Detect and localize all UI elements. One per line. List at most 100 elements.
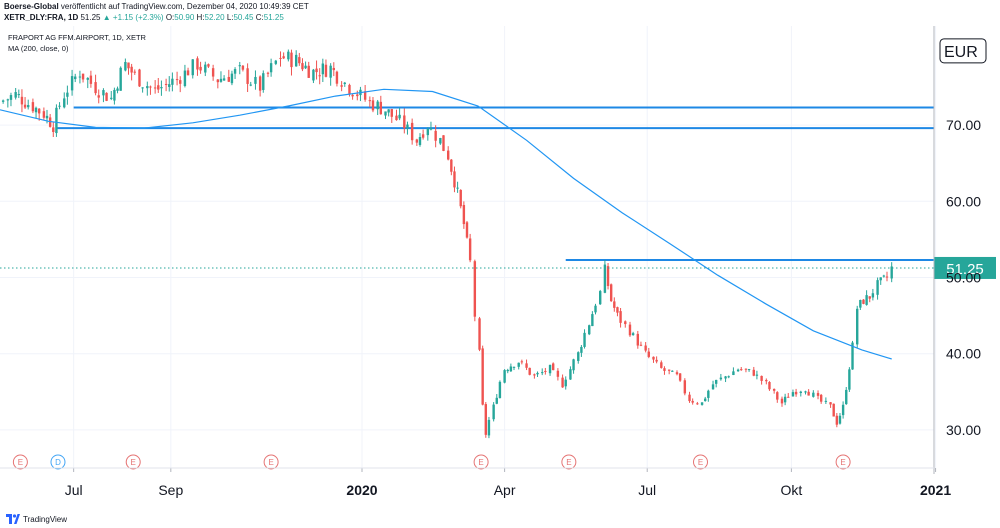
legend-indicator: MA (200, close, 0) (8, 44, 69, 53)
candle-body (138, 69, 141, 87)
candle-body (241, 65, 245, 70)
candle-body (663, 368, 666, 371)
candle-body (456, 187, 459, 189)
candle-body (736, 369, 740, 372)
candle-body (667, 369, 671, 371)
candle-body (127, 62, 130, 69)
candle-body (376, 101, 379, 110)
candle-body (14, 92, 17, 98)
candle-body (556, 370, 560, 377)
candle-body (171, 78, 174, 85)
axes: 70.00 60.00 50.00 40.00 30.00 Jul Sep 2020 Apr Ju… (0, 26, 987, 498)
candle-body (675, 372, 679, 375)
candle-body (588, 325, 591, 335)
candle-body (787, 396, 790, 398)
candle-body (624, 321, 627, 325)
candle-body (429, 128, 433, 130)
candle-body (301, 63, 304, 70)
candle-body (776, 392, 779, 400)
candle-body (862, 299, 865, 304)
change-text: +1.15 (+2.3%) (112, 13, 164, 22)
candle-body (186, 70, 190, 76)
candle-body (1, 100, 5, 102)
candle-body (175, 79, 179, 81)
candle-body (446, 150, 450, 160)
candle-body (266, 72, 270, 74)
candle-body (606, 266, 610, 286)
last-price-text: 51.25 (80, 13, 101, 22)
candle-body (652, 356, 655, 360)
candle-body (116, 88, 119, 91)
candle-body (683, 380, 687, 394)
candle-body (791, 392, 795, 397)
candle-body (42, 111, 46, 118)
candle-body (603, 264, 607, 293)
candle-body (230, 73, 234, 84)
horizontal-lines (56, 106, 934, 261)
candle-body (639, 344, 643, 346)
candle-body (498, 381, 502, 398)
candle-body (536, 372, 539, 375)
candle-body (23, 104, 27, 108)
candle-body (631, 333, 635, 336)
candle-body (768, 382, 771, 390)
candle-body (287, 51, 290, 60)
candle-body (619, 311, 622, 323)
candle-body (403, 115, 406, 129)
event-marker (12, 454, 28, 470)
candle-body (31, 102, 35, 112)
candle-body (6, 99, 10, 101)
event-marker (125, 454, 141, 470)
low-value: 50.45 (233, 13, 254, 22)
event-marker (693, 454, 708, 470)
candle-body (660, 362, 663, 368)
brand-logo: TradingView (6, 514, 67, 524)
candle-body (678, 373, 682, 381)
candle-body (254, 76, 257, 84)
candle-body (279, 57, 282, 59)
candle-body (199, 66, 202, 71)
candle-body (204, 64, 207, 73)
candle-body (551, 363, 555, 371)
x-tick-label: Apr (494, 482, 516, 498)
event-marker-label: E (131, 458, 136, 467)
high-label: H: (196, 13, 205, 22)
candle-body (442, 135, 445, 151)
candle-body (439, 138, 442, 144)
candle-body (525, 363, 528, 368)
candle-body (484, 404, 488, 435)
candle-body (688, 394, 691, 402)
candle-body (732, 371, 735, 376)
candle-body (351, 94, 354, 97)
y-tick-label: 70.00 (946, 117, 981, 133)
candle-body (191, 59, 194, 76)
candle-body (335, 71, 339, 84)
candle-body (113, 89, 116, 101)
candle-body (58, 105, 61, 107)
candle-body (871, 293, 875, 298)
candle-body (294, 54, 298, 67)
candle-body (760, 375, 763, 381)
candle-body (696, 403, 699, 405)
candle-body (740, 369, 743, 371)
event-marker-label: E (566, 458, 571, 467)
candle-body (541, 372, 544, 374)
candle-body (321, 63, 325, 75)
candle-body (613, 301, 616, 308)
candle-body (533, 374, 536, 376)
candle-body (655, 359, 658, 362)
candle-body (340, 85, 343, 87)
candle-body (45, 115, 49, 119)
candle-body (298, 57, 301, 64)
candle-body (495, 397, 498, 404)
candle-body (832, 403, 835, 417)
candle-body (747, 369, 751, 371)
event-marker-label: D (55, 458, 61, 467)
candle-body (17, 94, 21, 96)
candle-body (719, 377, 723, 380)
candle-body (865, 295, 868, 305)
candle-body (290, 52, 293, 68)
x-tick-label: Sep (158, 482, 183, 498)
candle-body (752, 369, 755, 376)
